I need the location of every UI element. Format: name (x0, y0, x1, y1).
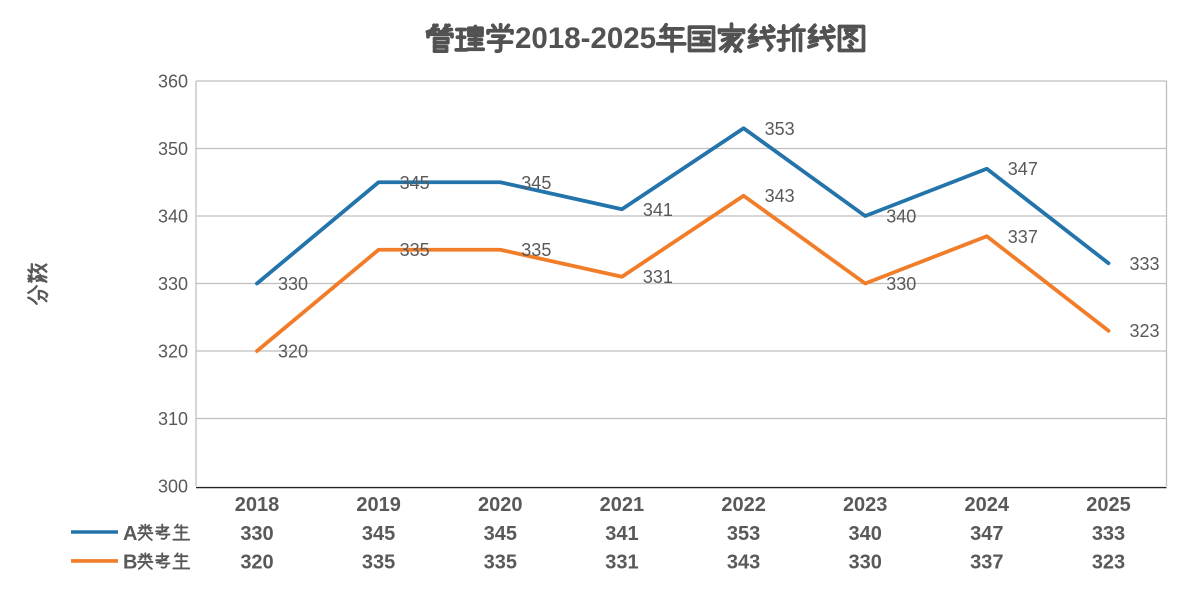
svg-text:320: 320 (240, 552, 273, 574)
svg-text:340: 340 (886, 207, 916, 227)
svg-text:2022: 2022 (721, 494, 766, 516)
svg-text:333: 333 (1130, 254, 1160, 274)
svg-text:2018-2025: 2018-2025 (515, 22, 656, 55)
svg-text:337: 337 (970, 552, 1003, 574)
svg-text:341: 341 (605, 523, 638, 545)
svg-text:A: A (123, 523, 137, 545)
svg-text:335: 335 (484, 552, 517, 574)
svg-text:335: 335 (521, 240, 551, 260)
svg-text:310: 310 (158, 409, 188, 429)
svg-text:2023: 2023 (843, 494, 888, 516)
svg-text:320: 320 (158, 342, 188, 362)
svg-text:331: 331 (605, 552, 638, 574)
svg-text:341: 341 (643, 200, 673, 220)
svg-text:340: 340 (158, 207, 188, 227)
svg-text:330: 330 (158, 274, 188, 294)
svg-text:347: 347 (1008, 159, 1038, 179)
svg-text:345: 345 (521, 173, 551, 193)
svg-text:353: 353 (765, 119, 795, 139)
svg-text:353: 353 (727, 523, 760, 545)
svg-text:330: 330 (886, 274, 916, 294)
svg-text:2021: 2021 (600, 494, 645, 516)
svg-text:333: 333 (1092, 523, 1125, 545)
svg-text:B: B (123, 552, 137, 574)
svg-text:323: 323 (1092, 552, 1125, 574)
svg-text:330: 330 (849, 552, 882, 574)
svg-text:345: 345 (484, 523, 517, 545)
svg-text:345: 345 (400, 173, 430, 193)
svg-text:300: 300 (158, 477, 188, 497)
svg-text:330: 330 (278, 274, 308, 294)
svg-text:343: 343 (765, 186, 795, 206)
svg-text:320: 320 (278, 342, 308, 362)
svg-text:347: 347 (970, 523, 1003, 545)
svg-text:2020: 2020 (478, 494, 523, 516)
svg-text:2025: 2025 (1086, 494, 1131, 516)
svg-text:330: 330 (240, 523, 273, 545)
svg-text:350: 350 (158, 139, 188, 159)
svg-text:343: 343 (727, 552, 760, 574)
svg-text:2024: 2024 (965, 494, 1010, 516)
svg-text:2018: 2018 (235, 494, 280, 516)
svg-text:345: 345 (362, 523, 395, 545)
svg-text:337: 337 (1008, 227, 1038, 247)
svg-text:340: 340 (849, 523, 882, 545)
svg-text:2019: 2019 (356, 494, 401, 516)
svg-text:335: 335 (362, 552, 395, 574)
svg-text:331: 331 (643, 267, 673, 287)
svg-text:335: 335 (400, 240, 430, 260)
svg-text:323: 323 (1130, 321, 1160, 341)
svg-text:360: 360 (158, 72, 188, 92)
